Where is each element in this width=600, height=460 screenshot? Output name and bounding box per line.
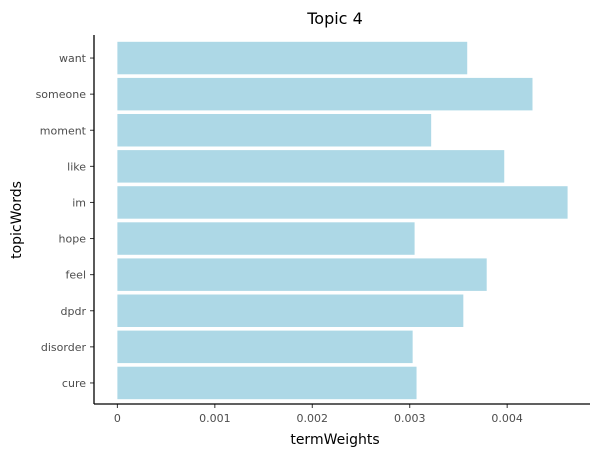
x-tick-label: 0 bbox=[114, 412, 121, 425]
bar-disorder bbox=[117, 330, 413, 364]
y-axis-label: topicWords bbox=[9, 181, 25, 259]
x-tick-label: 0.001 bbox=[199, 412, 231, 425]
y-tick-label: want bbox=[59, 52, 87, 65]
chart-title: Topic 4 bbox=[306, 9, 363, 28]
bar-im bbox=[117, 186, 568, 219]
x-tick-label: 0.002 bbox=[297, 412, 329, 425]
bar-dpdr bbox=[117, 294, 464, 327]
bar-feel bbox=[117, 258, 487, 291]
y-tick-label: hope bbox=[59, 233, 87, 246]
x-axis-ticks: 0 0.001 0.002 0.003 0.004 bbox=[114, 404, 523, 425]
y-tick-label: moment bbox=[40, 124, 87, 137]
bar-hope bbox=[117, 222, 415, 255]
y-tick-label: someone bbox=[36, 88, 87, 101]
y-tick-label: feel bbox=[66, 269, 86, 282]
y-tick-label: im bbox=[72, 196, 86, 209]
x-axis-label: termWeights bbox=[290, 432, 379, 448]
bars-group bbox=[117, 41, 568, 400]
y-tick-label: cure bbox=[62, 377, 86, 390]
bar-moment bbox=[117, 114, 432, 147]
bar-someone bbox=[117, 77, 533, 111]
y-tick-label: like bbox=[67, 160, 86, 173]
y-tick-label: disorder bbox=[41, 341, 87, 354]
bar-cure bbox=[117, 366, 417, 400]
x-tick-label: 0.003 bbox=[394, 412, 426, 425]
x-tick-label: 0.004 bbox=[491, 412, 523, 425]
bar-want bbox=[117, 41, 468, 75]
y-tick-label: dpdr bbox=[61, 305, 87, 318]
bar-like bbox=[117, 150, 505, 183]
y-axis-ticks: want someone moment like im hope feel dpdr disor… bbox=[36, 52, 94, 390]
